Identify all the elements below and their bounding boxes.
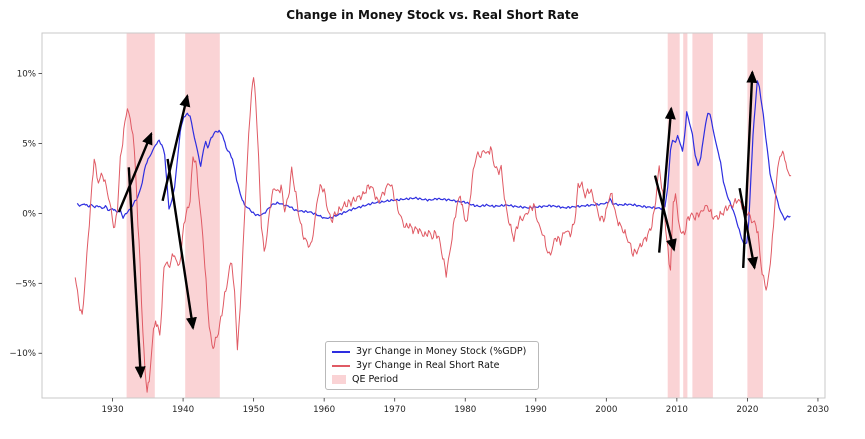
- legend-item-money-stock: 3yr Change in Money Stock (%GDP): [332, 345, 532, 358]
- x-tick-label: 2020: [736, 405, 758, 415]
- x-tick-label: 1970: [384, 405, 406, 415]
- y-tick-label: 10%: [17, 70, 36, 80]
- x-tick-label: 1980: [454, 405, 476, 415]
- annotation-arrow: [127, 167, 146, 379]
- y-tick-label: −5%: [15, 279, 36, 289]
- x-tick-label: 1940: [172, 405, 194, 415]
- legend-item-qe-period: QE Period: [332, 373, 532, 386]
- x-tick-label: 1990: [525, 405, 547, 415]
- series-line-0: [76, 80, 791, 245]
- annotation-arrow: [117, 131, 153, 213]
- qe-band: [683, 33, 688, 398]
- annotation-arrow: [742, 70, 758, 268]
- y-tick-label: −10%: [9, 349, 36, 359]
- qe-band: [185, 33, 220, 398]
- legend-label-qe-period: QE Period: [352, 374, 399, 385]
- x-tick-label: 1960: [313, 405, 335, 415]
- short-rate-line-swatch: [332, 364, 350, 367]
- y-tick-label: 5%: [22, 139, 36, 149]
- series-line-1: [74, 77, 792, 393]
- annotation-arrow: [161, 94, 191, 202]
- annotation-arrow: [658, 106, 676, 253]
- x-tick-label: 2030: [807, 405, 829, 415]
- chart-title: Change in Money Stock vs. Real Short Rat…: [286, 8, 579, 22]
- legend-label-money-stock: 3yr Change in Money Stock (%GDP): [356, 346, 527, 357]
- x-tick-label: 1930: [101, 405, 123, 415]
- qe-period-swatch: [332, 375, 346, 384]
- y-tick-label: 0%: [22, 209, 36, 219]
- x-tick-label: 2010: [666, 405, 688, 415]
- qe-band: [692, 33, 713, 398]
- annotation-arrow: [653, 175, 677, 252]
- annotation-arrow: [166, 158, 197, 330]
- x-tick-label: 1950: [243, 405, 265, 415]
- plot-border: [41, 32, 826, 399]
- legend: 3yr Change in Money Stock (%GDP) 3yr Cha…: [325, 341, 539, 390]
- x-tick-label: 2000: [595, 405, 617, 415]
- money-stock-line-swatch: [332, 350, 350, 353]
- annotation-arrow: [738, 187, 758, 270]
- qe-band: [747, 33, 763, 398]
- legend-label-short-rate: 3yr Change in Real Short Rate: [356, 360, 500, 371]
- legend-item-short-rate: 3yr Change in Real Short Rate: [332, 359, 532, 372]
